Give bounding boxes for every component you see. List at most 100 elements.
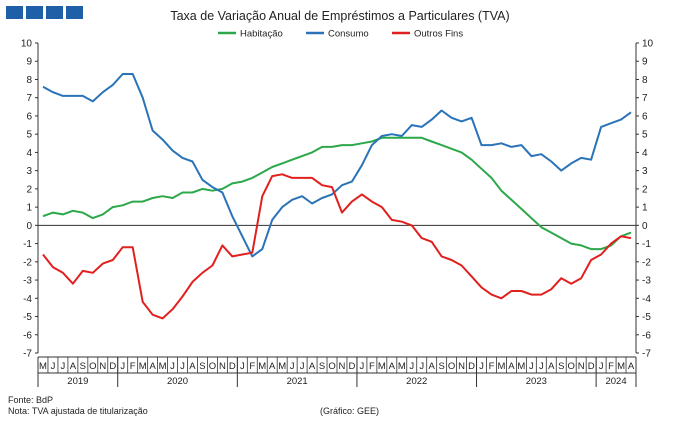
brand-block-3	[46, 6, 63, 19]
series-line-1	[42, 73, 632, 258]
series-line-2	[42, 173, 632, 320]
x-tick-label: J	[529, 361, 534, 372]
x-tick-label: M	[139, 361, 147, 372]
x-tick-label: J	[419, 361, 424, 372]
x-tick-label: J	[409, 361, 414, 372]
x-tick-label: D	[468, 361, 475, 372]
y-tick-label-left: -1	[23, 239, 32, 250]
y-tick-label-left: 3	[26, 166, 32, 177]
y-tick-label-right: -2	[642, 257, 651, 268]
y-tick-label-right: 6	[642, 111, 648, 122]
legend-label-0: Habitação	[240, 29, 283, 40]
x-tick-label: M	[258, 361, 266, 372]
y-tick-label-left: -7	[23, 349, 32, 360]
y-tick-label-right: 9	[642, 57, 648, 68]
x-tick-label: S	[319, 361, 325, 372]
y-tick-label-right: -7	[642, 349, 651, 360]
y-tick-label-left: 0	[26, 221, 32, 232]
y-tick-label-left: 5	[26, 130, 32, 141]
x-tick-label: D	[229, 361, 236, 372]
y-tick-label-right: 7	[642, 93, 648, 104]
source-note: Fonte: BdP	[8, 395, 54, 405]
y-tick-label-right: 4	[642, 148, 648, 159]
x-tick-label: N	[99, 361, 106, 372]
x-tick-label: D	[588, 361, 595, 372]
x-tick-label: F	[608, 361, 614, 372]
x-tick-label: J	[479, 361, 484, 372]
y-tick-label-right: -5	[642, 312, 651, 323]
x-tick-label: A	[309, 361, 316, 372]
x-tick-label: A	[628, 361, 635, 372]
x-tick-label: N	[339, 361, 346, 372]
x-tick-label: O	[209, 361, 216, 372]
x-tick-label: J	[599, 361, 604, 372]
x-tick-label: A	[149, 361, 156, 372]
y-tick-label-right: 2	[642, 184, 648, 195]
x-tick-label: A	[70, 361, 77, 372]
brand-logo	[6, 6, 83, 19]
x-tick-label: N	[458, 361, 465, 372]
x-tick-label: S	[80, 361, 86, 372]
x-tick-label: O	[89, 361, 96, 372]
x-tick-label: D	[349, 361, 356, 372]
x-tick-label: J	[170, 361, 175, 372]
chart-title: Taxa de Variação Anual de Empréstimos a …	[170, 9, 509, 23]
y-tick-label-left: 2	[26, 184, 32, 195]
legend-label-2: Outros Fins	[414, 29, 463, 40]
x-tick-label: J	[290, 361, 295, 372]
x-tick-label: M	[39, 361, 47, 372]
year-label: 2022	[406, 376, 427, 387]
x-tick-label: J	[120, 361, 125, 372]
x-tick-label: D	[109, 361, 116, 372]
x-tick-label: A	[189, 361, 196, 372]
x-tick-label: J	[240, 361, 245, 372]
y-tick-label-left: 10	[21, 39, 33, 50]
y-tick-label-left: -2	[23, 257, 32, 268]
year-label: 2020	[167, 376, 188, 387]
y-tick-label-left: 6	[26, 111, 32, 122]
y-tick-label-right: 0	[642, 221, 648, 232]
x-tick-label: M	[398, 361, 406, 372]
x-tick-label: J	[61, 361, 66, 372]
y-tick-label-right: -4	[642, 294, 651, 305]
year-label: 2023	[526, 376, 547, 387]
x-tick-label: M	[497, 361, 505, 372]
x-tick-label: O	[448, 361, 455, 372]
y-tick-label-right: -3	[642, 276, 651, 287]
year-label: 2024	[605, 376, 626, 387]
x-tick-label: A	[269, 361, 276, 372]
x-tick-label: J	[539, 361, 544, 372]
axes: -7 -7 -6 -6 -5 -5 -4 -4 -3 -3 -2 -2 -1 -1 0 0 1 1 2 2 3 3 4 4 5 5…	[21, 39, 654, 360]
x-tick-label: N	[578, 361, 585, 372]
y-tick-label-right: -1	[642, 239, 651, 250]
x-tick-label: J	[300, 361, 305, 372]
x-tick-label: M	[378, 361, 386, 372]
y-tick-label-left: 1	[26, 203, 32, 214]
x-tick-label: O	[568, 361, 575, 372]
titling-note: Nota: TVA ajustada de titularização	[8, 406, 148, 416]
x-tick-label: A	[508, 361, 515, 372]
x-tick-label: F	[489, 361, 495, 372]
y-tick-label-left: -5	[23, 312, 32, 323]
y-tick-label-left: 8	[26, 75, 32, 86]
x-tick-label: F	[369, 361, 375, 372]
x-tick-label: F	[130, 361, 136, 372]
brand-block-2	[26, 6, 43, 19]
y-tick-label-left: 7	[26, 93, 32, 104]
y-tick-label-right: -6	[642, 330, 651, 341]
x-tick-label: M	[517, 361, 525, 372]
x-tick-label: A	[548, 361, 555, 372]
series-layer	[42, 73, 632, 320]
brand-block-4	[66, 6, 83, 19]
y-tick-label-left: 4	[26, 148, 32, 159]
x-tick-label: J	[51, 361, 56, 372]
y-tick-label-right: 10	[642, 39, 654, 50]
chart-credit: (Gráfico: GEE)	[320, 406, 380, 416]
year-label: 2019	[67, 376, 88, 387]
series-line-0	[42, 136, 632, 251]
x-tick-label: A	[429, 361, 436, 372]
y-tick-label-right: 1	[642, 203, 648, 214]
y-tick-label-right: 8	[642, 75, 648, 86]
x-tick-label: S	[558, 361, 564, 372]
